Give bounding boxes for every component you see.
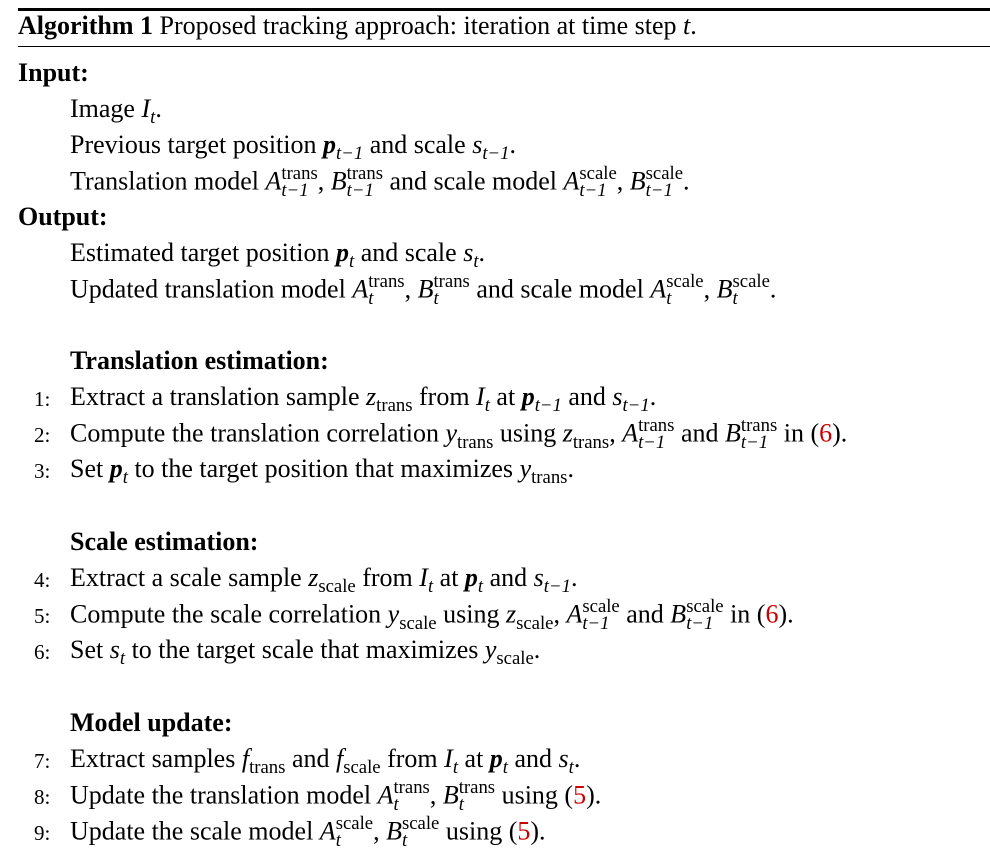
- algorithm-title: Proposed tracking approach: iteration at…: [159, 11, 677, 40]
- step-number: 9:: [34, 821, 51, 845]
- section-model-update: Model update:: [70, 708, 233, 737]
- step-number: 7:: [34, 749, 51, 773]
- step-number: 3:: [34, 459, 51, 483]
- step-number: 4:: [34, 568, 51, 592]
- step-1: Extract a translation sample ztrans from…: [70, 382, 657, 417]
- output-header: Output:: [18, 202, 108, 231]
- section-translation-estimation: Translation estimation:: [70, 346, 329, 375]
- step-number: 5:: [34, 604, 51, 628]
- step-5: Compute the scale correlation yscale usi…: [70, 596, 794, 634]
- output-line-position: Estimated target position pt and scale s…: [70, 238, 486, 273]
- step-4: Extract a scale sample zscale from It at…: [70, 563, 578, 598]
- input-line-image: Image It.: [70, 94, 162, 129]
- top-rule: [18, 8, 990, 11]
- caption-rule: [18, 46, 990, 47]
- step-number: 8:: [34, 785, 51, 809]
- step-3: Set pt to the target position that maxim…: [70, 454, 574, 489]
- step-number: 1:: [34, 387, 51, 411]
- step-number: 6:: [34, 640, 51, 664]
- equation-ref-link[interactable]: 6: [765, 599, 779, 629]
- input-line-position: Previous target position pt−1 and scale …: [70, 130, 516, 165]
- step-7: Extract samples ftrans and fscale from I…: [70, 744, 581, 779]
- step-2: Compute the translation correlation ytra…: [70, 415, 848, 453]
- step-6: Set st to the target scale that maximize…: [70, 635, 541, 670]
- algorithm-caption: Algorithm 1 Proposed tracking approach: …: [18, 11, 697, 40]
- section-scale-estimation: Scale estimation:: [70, 527, 259, 556]
- equation-ref-link[interactable]: 5: [573, 780, 587, 810]
- equation-ref-link[interactable]: 6: [819, 418, 833, 448]
- input-header: Input:: [18, 58, 89, 87]
- step-number: 2:: [34, 423, 51, 447]
- algorithm-label: Algorithm 1: [18, 11, 154, 40]
- equation-ref-link[interactable]: 5: [517, 816, 531, 846]
